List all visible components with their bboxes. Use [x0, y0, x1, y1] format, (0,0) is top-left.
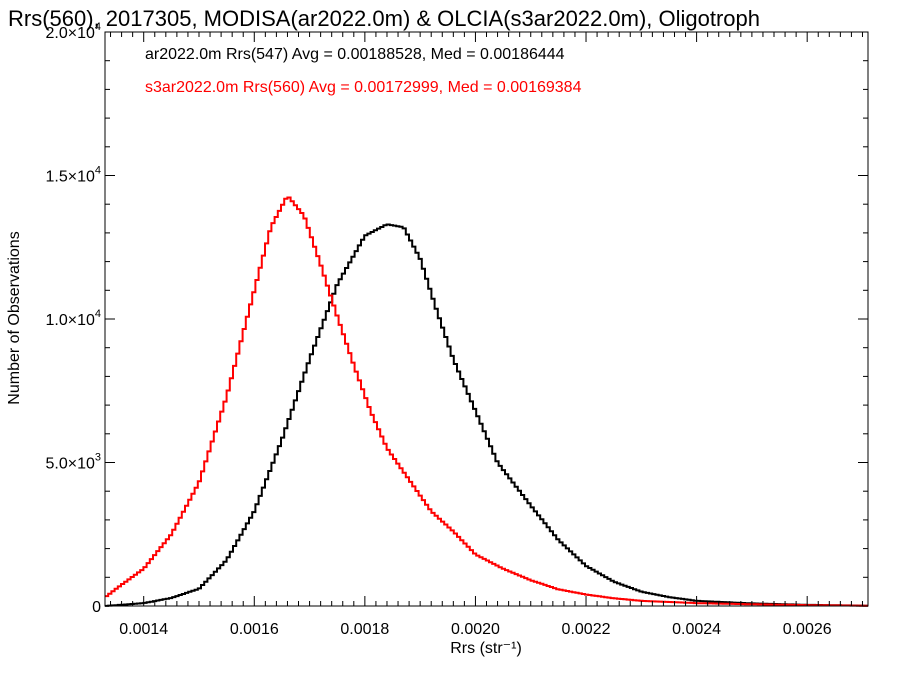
- legend-entry-red: s3ar2022.0m Rrs(560) Avg = 0.00172999, M…: [145, 79, 582, 96]
- y-tick-label: 1.0×104: [45, 308, 101, 329]
- x-tick-label: 0.0014: [119, 621, 168, 638]
- x-axis-label: Rrs (str⁻¹): [450, 640, 522, 657]
- series-layer: [105, 196, 868, 607]
- x-tick-label: 0.0020: [451, 621, 500, 638]
- ticks-layer: 0.0014 0.0016 0.0018 0.0020 0.0022 0.0024 0.00…: [45, 21, 868, 638]
- series-line-black: [105, 223, 868, 607]
- y-axis-label: Number of Observations: [6, 231, 23, 404]
- y-tick-label: 1.5×104: [45, 165, 101, 186]
- y-tick-label: 0: [92, 599, 101, 616]
- legend-entry-black: ar2022.0m Rrs(547) Avg = 0.00188528, Med…: [145, 46, 565, 63]
- x-tick-label: 0.0026: [783, 621, 832, 638]
- chart-title: Rrs(560), 2017305, MODISA(ar2022.0m) & O…: [8, 6, 760, 31]
- x-tick-label: 0.0024: [672, 621, 721, 638]
- x-tick-label: 0.0016: [230, 621, 279, 638]
- y-tick-label: 5.0×103: [45, 452, 101, 473]
- series-line-red: [105, 196, 868, 607]
- y-tick-label: 2.0×104: [45, 21, 101, 42]
- x-tick-label: 0.0018: [340, 621, 389, 638]
- x-tick-label: 0.0022: [562, 621, 611, 638]
- plot-frame: [104, 31, 869, 607]
